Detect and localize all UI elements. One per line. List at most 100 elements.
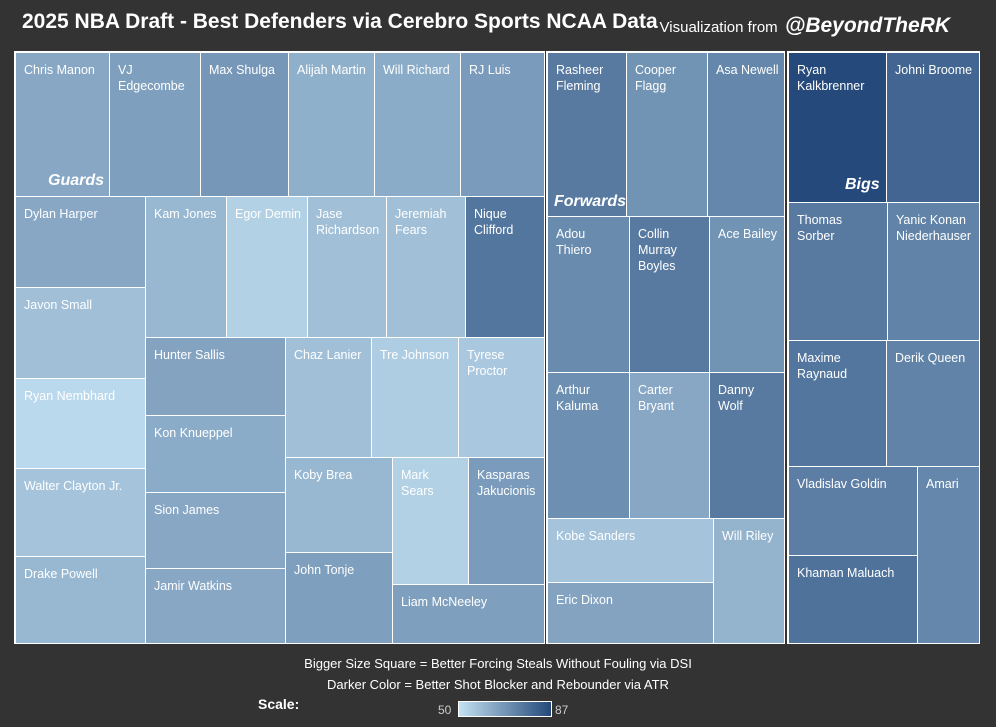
player-cell-tyrese-proctor: Tyrese Proctor bbox=[458, 337, 545, 458]
player-cell-kobe-sanders: Kobe Sanders bbox=[547, 518, 714, 583]
player-label: Koby Brea bbox=[294, 468, 353, 482]
player-label: RJ Luis bbox=[469, 63, 511, 77]
player-cell-koby-brea: Koby Brea bbox=[285, 457, 393, 553]
player-cell-yanic-konan-niederhauser: Yanic Konan Niederhauser bbox=[887, 202, 980, 341]
player-cell-drake-powell: Drake Powell bbox=[15, 556, 146, 644]
player-cell-javon-small: Javon Small bbox=[15, 287, 146, 379]
credit: Visualization from @BeyondTheRK bbox=[660, 14, 950, 38]
player-cell-kon-knueppel: Kon Knueppel bbox=[145, 415, 286, 493]
player-label: Carter Bryant bbox=[638, 383, 675, 413]
player-label: Adou Thiero bbox=[556, 227, 592, 257]
player-cell-egor-demin: Egor Demin bbox=[226, 196, 308, 338]
player-cell-johni-broome: Johni Broome bbox=[886, 52, 980, 203]
player-cell-derik-queen: Derik Queen bbox=[886, 340, 980, 468]
player-label: Jamir Watkins bbox=[154, 579, 233, 593]
player-cell-kam-jones: Kam Jones bbox=[145, 196, 227, 338]
color-scale-bar bbox=[458, 701, 552, 717]
player-cell-kasparas-jakucionis: Kasparas Jakucionis bbox=[468, 457, 545, 585]
player-label: Cooper Flagg bbox=[635, 63, 676, 93]
player-label: Javon Small bbox=[24, 298, 93, 312]
group-label-bigs: Bigs bbox=[845, 176, 880, 193]
player-label: Nique Clifford bbox=[474, 207, 514, 237]
player-label: Jase Richardson bbox=[316, 207, 380, 237]
player-cell-khaman-maluach: Khaman Maluach bbox=[788, 555, 918, 644]
player-label: Eric Dixon bbox=[556, 593, 613, 607]
credit-prefix: Visualization from bbox=[659, 19, 778, 36]
player-label: Egor Demin bbox=[235, 207, 301, 221]
player-cell-will-richard: Will Richard bbox=[374, 52, 461, 197]
player-cell-tre-johnson: Tre Johnson bbox=[371, 337, 459, 458]
player-label: Ryan Nembhard bbox=[24, 389, 116, 403]
player-cell-jase-richardson: Jase Richardson bbox=[307, 196, 387, 338]
player-label: Drake Powell bbox=[24, 567, 98, 581]
player-label: Chaz Lanier bbox=[294, 348, 362, 362]
player-label: Thomas Sorber bbox=[797, 213, 843, 243]
player-cell-ryan-nembhard: Ryan Nembhard bbox=[15, 378, 146, 469]
player-label: Maxime Raynaud bbox=[797, 351, 848, 381]
player-cell-sion-james: Sion James bbox=[145, 492, 286, 569]
player-cell-mark-sears: Mark Sears bbox=[392, 457, 469, 585]
player-label: Will Riley bbox=[722, 529, 774, 543]
player-label: Dylan Harper bbox=[24, 207, 98, 221]
player-label: Kon Knueppel bbox=[154, 426, 233, 440]
player-label: Tyrese Proctor bbox=[467, 348, 508, 378]
player-cell-vladislav-goldin: Vladislav Goldin bbox=[788, 466, 918, 556]
player-label: Kasparas Jakucionis bbox=[477, 468, 536, 498]
player-label: Arthur Kaluma bbox=[556, 383, 599, 413]
player-cell-maxime-raynaud: Maxime Raynaud bbox=[788, 340, 887, 468]
player-label: John Tonje bbox=[294, 563, 355, 577]
player-cell-chaz-lanier: Chaz Lanier bbox=[285, 337, 372, 458]
player-cell-amari: Amari bbox=[917, 466, 980, 644]
player-label: Will Richard bbox=[383, 63, 450, 77]
player-label: Johni Broome bbox=[895, 63, 973, 77]
player-label: Chris Manon bbox=[24, 63, 95, 77]
player-cell-max-shulga: Max Shulga bbox=[200, 52, 289, 197]
player-cell-jamir-watkins: Jamir Watkins bbox=[145, 568, 286, 644]
player-cell-vj-edgecombe: VJ Edgecombe bbox=[109, 52, 201, 197]
chart-title: 2025 NBA Draft - Best Defenders via Cere… bbox=[22, 10, 658, 33]
player-cell-danny-wolf: Danny Wolf bbox=[709, 372, 785, 519]
player-label: VJ Edgecombe bbox=[118, 63, 185, 93]
player-label: Sion James bbox=[154, 503, 220, 517]
player-label: Liam McNeeley bbox=[401, 595, 488, 609]
player-label: Mark Sears bbox=[401, 468, 434, 498]
player-cell-will-riley: Will Riley bbox=[713, 518, 785, 644]
scale-max: 87 bbox=[555, 703, 569, 717]
player-label: Amari bbox=[926, 477, 959, 491]
color-note: Darker Color = Better Shot Blocker and R… bbox=[327, 677, 669, 692]
player-cell-john-tonje: John Tonje bbox=[285, 552, 393, 644]
player-cell-eric-dixon: Eric Dixon bbox=[547, 582, 714, 644]
player-cell-collin-murray-boyles: Collin Murray Boyles bbox=[629, 216, 710, 373]
player-cell-dylan-harper: Dylan Harper bbox=[15, 196, 146, 288]
credit-handle: @BeyondTheRK bbox=[784, 14, 950, 37]
group-label-forwards: Forwards bbox=[554, 193, 627, 210]
player-label: Asa Newell bbox=[716, 63, 779, 77]
player-label: Vladislav Goldin bbox=[797, 477, 887, 491]
player-label: Alijah Martin bbox=[297, 63, 366, 77]
player-cell-ace-bailey: Ace Bailey bbox=[709, 216, 785, 373]
player-label: Hunter Sallis bbox=[154, 348, 225, 362]
player-cell-adou-thiero: Adou Thiero bbox=[547, 216, 630, 373]
player-label: Ace Bailey bbox=[718, 227, 778, 241]
scale-label: Scale: bbox=[258, 696, 300, 712]
player-label: Rasheer Fleming bbox=[556, 63, 604, 93]
player-label: Yanic Konan Niederhauser bbox=[896, 213, 972, 243]
player-label: Max Shulga bbox=[209, 63, 276, 77]
player-cell-hunter-sallis: Hunter Sallis bbox=[145, 337, 286, 416]
player-label: Derik Queen bbox=[895, 351, 966, 365]
player-cell-arthur-kaluma: Arthur Kaluma bbox=[547, 372, 630, 519]
size-note: Bigger Size Square = Better Forcing Stea… bbox=[304, 656, 692, 671]
player-label: Ryan Kalkbrenner bbox=[797, 63, 865, 93]
player-label: Kam Jones bbox=[154, 207, 217, 221]
player-cell-cooper-flagg: Cooper Flagg bbox=[626, 52, 708, 219]
player-cell-asa-newell: Asa Newell bbox=[707, 52, 785, 219]
group-label-guards: Guards bbox=[48, 172, 105, 189]
player-label: Collin Murray Boyles bbox=[638, 227, 677, 273]
player-label: Walter Clayton Jr. bbox=[24, 479, 123, 493]
player-cell-rj-luis: RJ Luis bbox=[460, 52, 545, 197]
player-cell-alijah-martin: Alijah Martin bbox=[288, 52, 375, 197]
player-cell-jeremiah-fears: Jeremiah Fears bbox=[386, 196, 466, 338]
player-label: Tre Johnson bbox=[380, 348, 450, 362]
player-label: Danny Wolf bbox=[718, 383, 755, 413]
player-cell-carter-bryant: Carter Bryant bbox=[629, 372, 710, 519]
